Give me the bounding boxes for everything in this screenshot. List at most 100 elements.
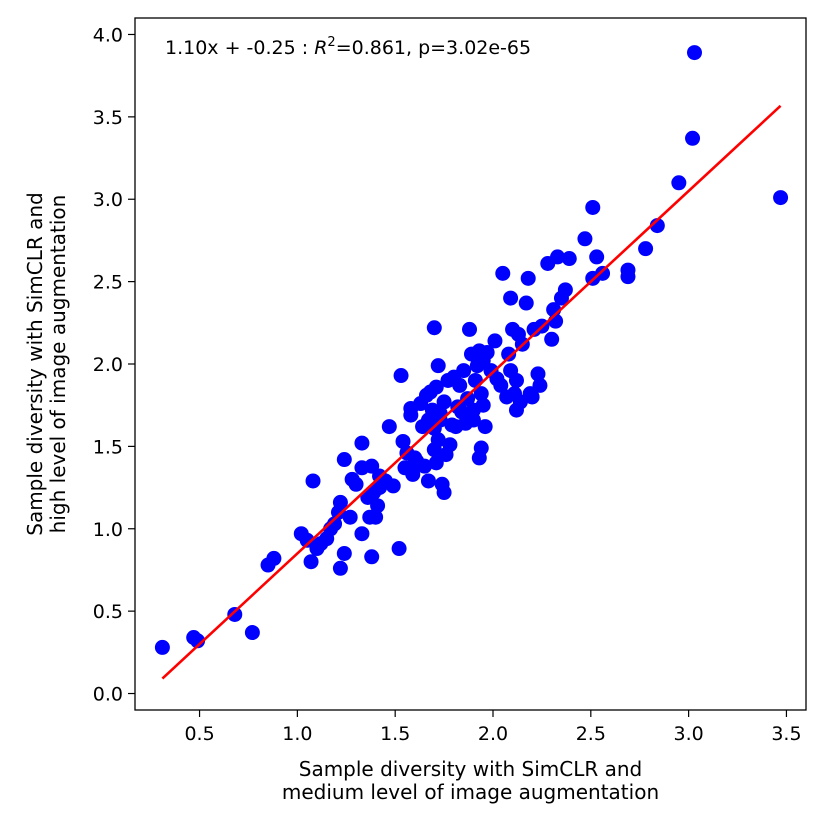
data-point [299, 532, 315, 548]
data-point [686, 45, 702, 61]
data-point [327, 516, 343, 532]
data-point [508, 372, 524, 388]
data-point [420, 473, 436, 489]
fit-annotation: 1.10x + -0.25 : R2=0.861, p=3.02e-65 [165, 35, 531, 59]
data-point [475, 397, 491, 413]
data-point [426, 320, 442, 336]
data-point [332, 560, 348, 576]
data-point [370, 498, 386, 514]
y-axis-label: Sample diversity with SimCLR and [23, 192, 47, 536]
data-point [430, 432, 446, 448]
data-point [487, 333, 503, 349]
x-tick-label: 2.0 [478, 723, 508, 745]
fit-line-layer [161, 104, 782, 680]
data-point [342, 509, 358, 525]
data-point [336, 545, 352, 561]
data-point [436, 485, 452, 501]
data-point [405, 466, 421, 482]
data-point [303, 554, 319, 570]
data-point [227, 606, 243, 622]
y-tick-label: 1.5 [93, 436, 123, 458]
data-point [671, 175, 687, 191]
x-tick-label: 2.5 [576, 723, 606, 745]
data-point [395, 433, 411, 449]
data-point [577, 231, 593, 247]
data-point [520, 270, 536, 286]
data-point [550, 249, 566, 265]
data-point [473, 386, 489, 402]
data-point [190, 633, 206, 649]
y-axis-label: high level of image augmentation [46, 195, 70, 534]
x-tick-label: 3.5 [771, 723, 801, 745]
x-axis-label: Sample diversity with SimCLR and [299, 757, 643, 781]
data-point [503, 290, 519, 306]
labels-layer: 0.5 1.0 1.5 2.0 2.5 3.0 3.5 0.0 0.5 1.0 1.5 2.0 2.5 3… [23, 24, 802, 804]
data-point [332, 494, 348, 510]
data-point [381, 419, 397, 435]
data-point [442, 437, 458, 453]
y-tick-label: 2.0 [93, 354, 123, 376]
data-point [154, 639, 170, 655]
y-tick-label: 3.0 [93, 189, 123, 211]
data-point [354, 526, 370, 542]
data-point [493, 377, 509, 393]
data-point [467, 372, 483, 388]
ticks-layer [128, 33, 788, 717]
data-point [354, 435, 370, 451]
data-point [638, 241, 654, 257]
data-point [473, 440, 489, 456]
data-point [512, 394, 528, 410]
data-point [477, 419, 493, 435]
plot-frame [134, 17, 807, 711]
data-point [589, 249, 605, 265]
data-point [495, 265, 511, 281]
data-point [430, 358, 446, 374]
data-point [305, 473, 321, 489]
data-point [462, 321, 478, 337]
y-tick-label: 2.5 [93, 272, 123, 294]
data-point [501, 346, 517, 362]
data-point [561, 251, 577, 267]
x-tick-label: 1.5 [380, 723, 410, 745]
data-point [244, 625, 260, 641]
y-tick-label: 3.5 [93, 107, 123, 129]
y-tick-label: 1.0 [93, 519, 123, 541]
data-point [403, 407, 419, 423]
data-point [479, 344, 495, 360]
data-point [452, 377, 468, 393]
data-point [266, 550, 282, 566]
data-point [393, 368, 409, 384]
y-tick-label: 0.5 [93, 601, 123, 623]
data-point [557, 282, 573, 298]
data-point [773, 190, 789, 206]
points-layer [154, 45, 789, 655]
data-point [532, 377, 548, 393]
data-point [436, 394, 452, 410]
y-tick-label: 0.0 [93, 684, 123, 706]
data-point [348, 476, 364, 492]
x-axis-label: medium level of image augmentation [282, 780, 659, 804]
data-point [368, 509, 384, 525]
data-point [428, 379, 444, 395]
data-point [428, 455, 444, 471]
data-point [460, 391, 476, 407]
data-point [544, 331, 560, 347]
data-point [385, 478, 401, 494]
x-tick-label: 0.5 [184, 723, 214, 745]
data-point [336, 452, 352, 468]
data-point [585, 199, 601, 215]
data-point [530, 366, 546, 382]
x-tick-label: 1.0 [282, 723, 312, 745]
data-point [595, 265, 611, 281]
data-point [391, 541, 407, 557]
data-point [454, 404, 470, 420]
y-tick-label: 4.0 [93, 24, 123, 46]
data-point [620, 262, 636, 278]
regression-line [161, 104, 782, 680]
x-tick-label: 3.0 [674, 723, 704, 745]
data-point [417, 458, 433, 474]
data-point [518, 295, 534, 311]
data-point [524, 389, 540, 405]
